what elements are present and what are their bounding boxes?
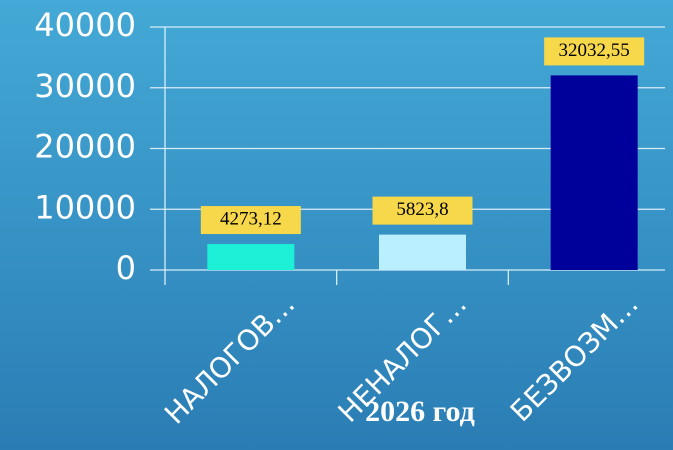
data-label-box — [544, 37, 645, 66]
data-label-box — [372, 196, 473, 225]
y-tick-label: 40000 — [34, 6, 136, 44]
y-tick-label: 30000 — [34, 67, 136, 105]
data-label: 4273,12 — [220, 208, 282, 229]
chart-title: 2026 год — [365, 395, 475, 428]
y-tick-label: 0 — [116, 249, 136, 287]
y-tick-label: 20000 — [34, 128, 136, 166]
y-tick-label: 10000 — [34, 188, 136, 226]
bar — [550, 75, 638, 271]
bar — [207, 244, 295, 270]
data-label: 5823,8 — [396, 199, 448, 220]
data-label-box — [200, 206, 301, 235]
data-label: 32032,55 — [559, 40, 630, 61]
bar — [379, 234, 466, 270]
